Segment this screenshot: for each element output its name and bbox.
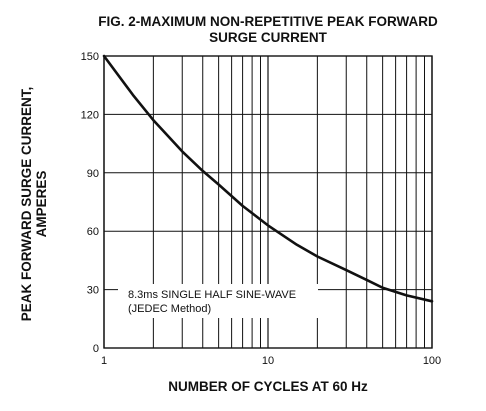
x-tick-label: 1 [101,355,107,367]
y-axis-title-line2: AMPERES [34,171,49,238]
y-tick-label: 0 [93,343,99,355]
plot-frame [103,55,433,349]
annotation-line1: 8.3ms SINGLE HALF SINE-WAVE [128,289,296,301]
annotation-box [118,284,318,318]
chart-title-line2: SURGE CURRENT [209,30,328,45]
y-tick-label: 150 [81,51,99,63]
annotation-line2: (JEDEC Method) [128,303,211,315]
series-group [102,54,434,303]
y-tick-label: 30 [87,285,99,297]
chart-title-line1: FIG. 2-MAXIMUM NON-REPETITIVE PEAK FORWA… [98,14,438,29]
x-axis-title: NUMBER OF CYCLES AT 60 Hz [168,379,368,394]
y-axis-title-line1: PEAK FORWARD SURGE CURRENT, [19,87,34,322]
y-axis-title: PEAK FORWARD SURGE CURRENT, AMPERES [19,87,49,322]
x-tick-label: 10 [262,355,274,367]
y-tick-label: 120 [81,109,99,121]
x-tick-label: 100 [423,355,441,367]
y-tick-label: 90 [87,168,99,180]
surge-current-curve [102,54,434,303]
tick-labels: 0 30 60 90 120 150 1 10 100 [81,51,442,367]
y-tick-label: 60 [87,226,99,238]
